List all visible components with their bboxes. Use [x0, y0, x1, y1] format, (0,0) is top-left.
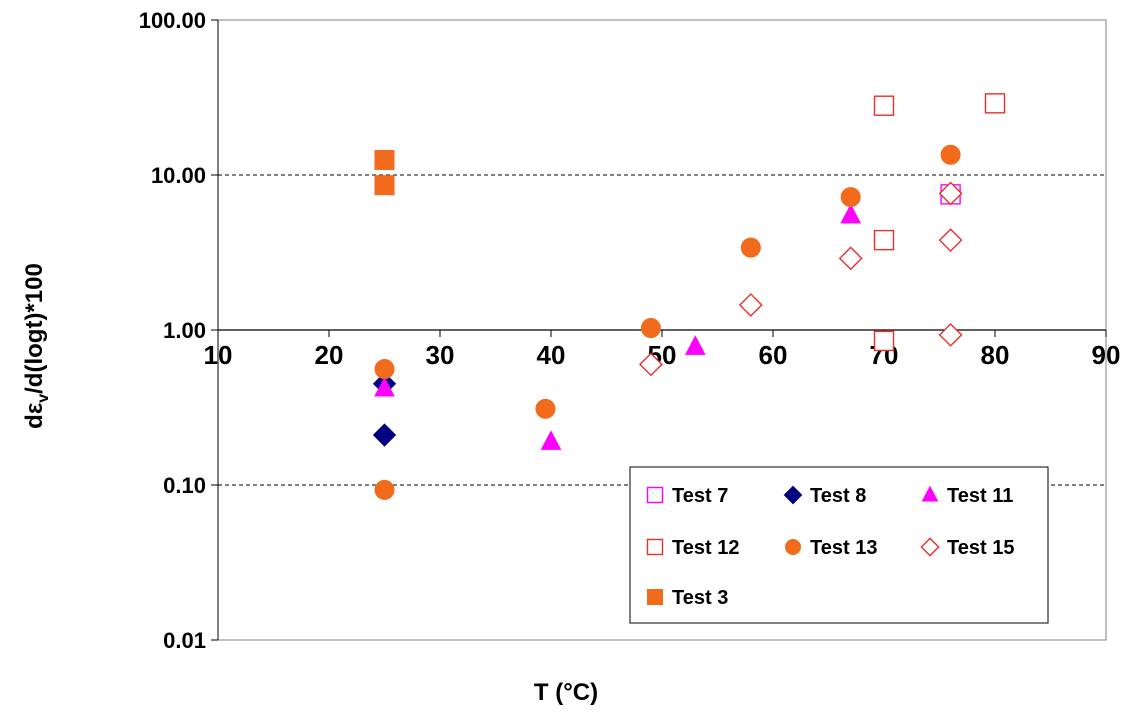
legend-marker — [920, 537, 940, 557]
legend-marker — [783, 485, 803, 505]
data-point-test-15 — [938, 228, 963, 253]
y-axis-title-suffix: /d(logt)*100 — [21, 263, 48, 394]
legend-label: Test 3 — [672, 587, 728, 609]
y-axis-title-greek: ε — [21, 403, 48, 414]
legend-label: Test 11 — [947, 485, 1013, 507]
y-tick-label: 10.00 — [151, 163, 206, 188]
legend-label: Test 15 — [947, 537, 1014, 559]
data-point-test-15 — [938, 322, 963, 347]
y-tick-label: 0.10 — [163, 473, 206, 498]
legend-marker — [646, 538, 664, 556]
y-tick-label: 1.00 — [163, 318, 206, 343]
legend-marker — [921, 485, 939, 502]
data-point-test-13 — [640, 318, 661, 339]
data-point-test-11 — [684, 335, 706, 355]
data-point-test-13 — [374, 479, 395, 500]
legend-marker — [646, 486, 664, 504]
data-point-test-12 — [873, 229, 895, 251]
data-point-test-15 — [838, 246, 863, 271]
x-tick-label: 10 — [204, 340, 233, 370]
data-point-test-8 — [372, 423, 397, 447]
x-tick-label: 90 — [1092, 340, 1121, 370]
y-tick-label: 0.01 — [163, 628, 206, 653]
x-tick-label: 60 — [759, 340, 788, 370]
x-tick-label: 40 — [537, 340, 566, 370]
data-point-test-3 — [374, 175, 395, 196]
legend-box — [629, 466, 1049, 624]
data-point-test-11 — [840, 203, 862, 224]
legend-label: Test 7 — [672, 485, 728, 507]
x-tick-label: 80 — [981, 340, 1010, 370]
legend-label: Test 13 — [810, 537, 877, 559]
data-point-test-13 — [374, 359, 395, 380]
legend-marker — [647, 589, 663, 605]
data-point-test-13 — [535, 398, 556, 419]
y-axis-title-subscript: v — [35, 394, 52, 403]
y-axis-title: dεv/d(logt)*100 — [21, 263, 52, 429]
y-tick-label: 100.00 — [139, 8, 206, 33]
data-points — [372, 93, 1006, 500]
data-point-test-13 — [740, 237, 761, 258]
data-point-test-15 — [638, 352, 663, 377]
y-axis-title-prefix: d — [21, 414, 48, 429]
data-point-test-11 — [374, 376, 395, 397]
data-point-test-15 — [738, 293, 763, 317]
data-point-test-15 — [938, 181, 963, 206]
data-point-test-12 — [873, 95, 895, 116]
legend-label: Test 8 — [810, 485, 866, 507]
data-point-test-3 — [374, 149, 395, 170]
data-point-test-13 — [840, 187, 861, 208]
data-point-test-12 — [873, 330, 895, 352]
x-tick-label: 30 — [426, 340, 455, 370]
x-axis-title: T (°C) — [534, 679, 598, 706]
x-tick-label: 20 — [315, 340, 344, 370]
legend-label: Test 12 — [672, 537, 739, 559]
axes — [211, 19, 1107, 641]
data-point-test-12 — [984, 93, 1006, 114]
legend: Test 7 Test 8 Test 11 Test 12 Test 13 Test 15… — [629, 466, 1049, 624]
legend-marker — [785, 539, 801, 555]
data-point-test-13 — [940, 144, 961, 165]
data-point-test-11 — [540, 430, 562, 450]
